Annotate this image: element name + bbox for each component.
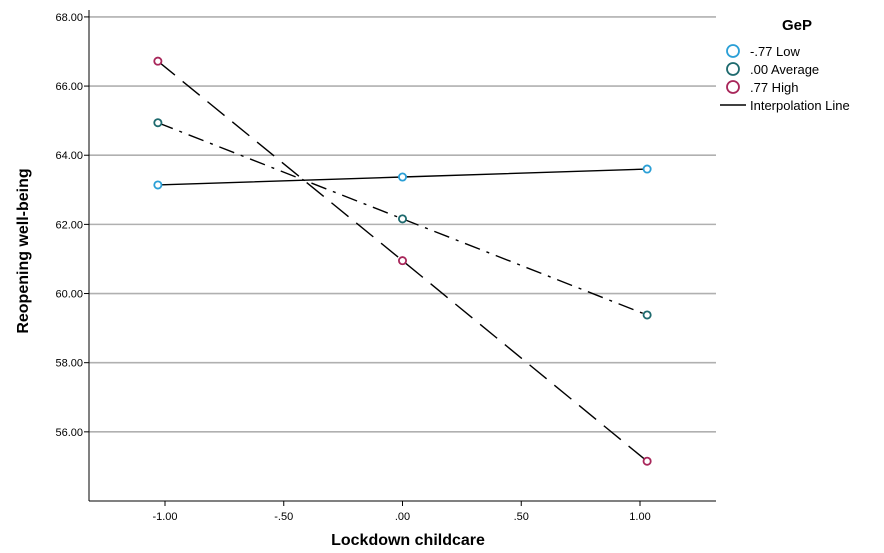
y-tick-label: 62.00 bbox=[55, 219, 83, 231]
legend-label-2: .77 High bbox=[750, 80, 798, 95]
x-tick-label: 1.00 bbox=[629, 511, 650, 523]
series-0-point bbox=[642, 164, 652, 174]
y-tick-label: 60.00 bbox=[55, 289, 83, 301]
series-line-2 bbox=[157, 60, 648, 462]
legend-items: -.77 Low .00 Average .77 High Interpolation… bbox=[720, 44, 850, 113]
x-tick-label: .50 bbox=[514, 511, 529, 523]
series-0-point bbox=[397, 172, 407, 182]
legend-label-1: .00 Average bbox=[750, 62, 819, 77]
legend-marker-2 bbox=[726, 80, 740, 94]
x-tick-label: .00 bbox=[395, 511, 410, 523]
y-tick-label: 66.00 bbox=[55, 81, 83, 93]
series-0-point bbox=[153, 180, 163, 190]
legend-interpolation-label: Interpolation Line bbox=[750, 98, 850, 113]
y-tick-label: 58.00 bbox=[55, 358, 83, 370]
series-1-point bbox=[397, 214, 407, 224]
legend-marker-0 bbox=[726, 44, 740, 58]
y-tick-label: 64.00 bbox=[55, 150, 83, 162]
x-tick-label: -.50 bbox=[274, 511, 293, 523]
series-2-point bbox=[397, 256, 407, 266]
series-1-point bbox=[642, 310, 652, 320]
legend-marker-1 bbox=[726, 62, 740, 76]
x-axis-ticks: -1.00 -.50 .00 .50 1.00 bbox=[152, 501, 651, 523]
y-tick-label: 56.00 bbox=[55, 427, 83, 439]
y-axis-title: Reopening well-being bbox=[15, 168, 32, 333]
y-axis-ticks: 56.00 58.00 60.00 62.00 64.00 66.00 68.00 bbox=[55, 12, 89, 439]
y-tick-label: 68.00 bbox=[55, 12, 83, 24]
legend: GeP -.77 Low .00 Average .77 High Interpola… bbox=[720, 17, 850, 113]
x-tick-label: -1.00 bbox=[152, 511, 177, 523]
legend-title: GeP bbox=[782, 17, 812, 34]
axes bbox=[88, 10, 716, 502]
x-axis-title: Lockdown childcare bbox=[331, 532, 485, 549]
series-2-point bbox=[153, 56, 163, 66]
grid-lines bbox=[89, 16, 716, 433]
legend-label-0: -.77 Low bbox=[750, 44, 800, 59]
series-1-point bbox=[153, 118, 163, 128]
series-2-point bbox=[642, 456, 652, 466]
series-points bbox=[153, 56, 652, 466]
series-line-1 bbox=[157, 122, 648, 316]
